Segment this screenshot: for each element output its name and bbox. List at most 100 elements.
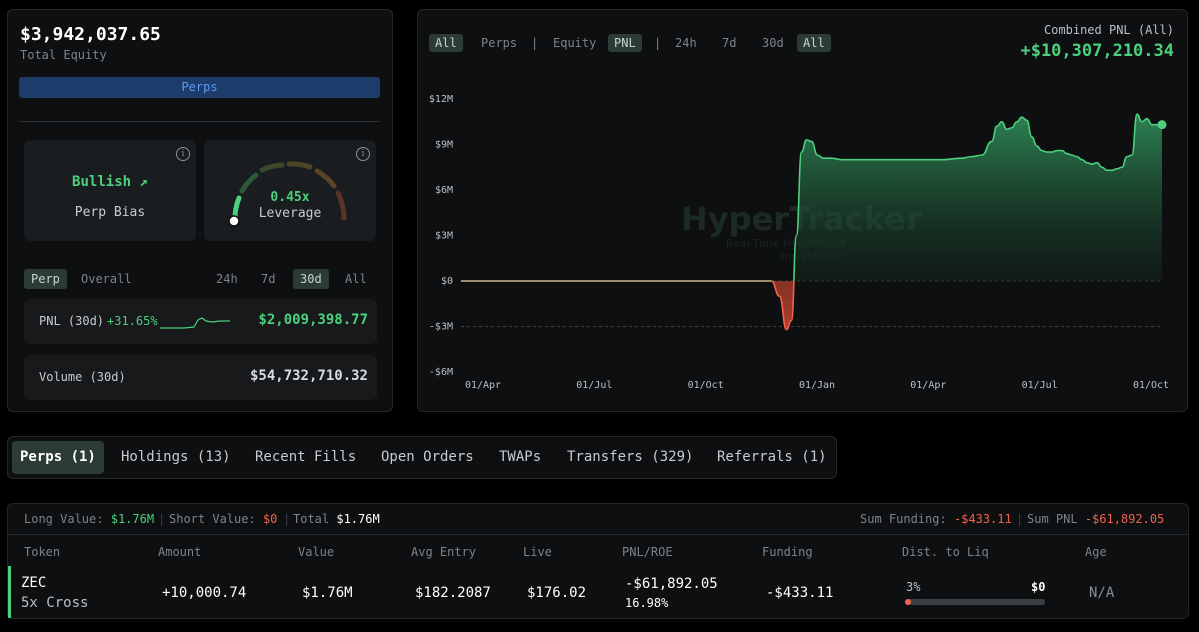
perp-bias-value: Bullish ↗	[24, 174, 196, 190]
view-all-toggle[interactable]: All	[429, 34, 463, 52]
separator: |	[531, 36, 539, 50]
combined-pnl-value: +$10,307,210.34	[1020, 41, 1174, 61]
volume-30d-row: Volume (30d) $54,732,710.32	[24, 355, 377, 400]
period-tab-7d[interactable]: 7d	[261, 272, 276, 286]
col-amount[interactable]: Amount	[158, 545, 202, 559]
range-all-toggle[interactable]: All	[797, 34, 831, 52]
chart-grid	[461, 280, 1162, 327]
range-7d-toggle[interactable]: 7d	[722, 36, 737, 50]
col-value[interactable]: Value	[298, 545, 335, 559]
y-tick-label: $0	[441, 276, 453, 287]
tab-open-orders[interactable]: Open Orders	[381, 449, 474, 465]
long-value: $1.76M	[110, 512, 155, 526]
info-icon[interactable]: i	[356, 147, 370, 161]
sum-pnl-value: -$61,892.05	[1084, 512, 1165, 526]
pnl-30d-row: PNL (30d) +31.65% $2,009,398.77	[24, 299, 377, 344]
tab-perps[interactable]: Perps (1)	[12, 441, 104, 474]
pnl-30d-value: $2,009,398.77	[258, 312, 368, 328]
col-avg-entry[interactable]: Avg Entry	[411, 545, 477, 559]
col-dist-to-liq[interactable]: Dist. to Liq	[902, 545, 989, 559]
scope-tab-overall[interactable]: Overall	[81, 272, 132, 286]
sum-pnl-summary: Sum PNL -$61,892.05	[1027, 512, 1165, 526]
liq-distance-fill	[905, 599, 911, 605]
y-tick-label: $12M	[429, 94, 453, 105]
total-equity-label: Total Equity	[20, 48, 107, 62]
metric-pnl-toggle[interactable]: PNL	[608, 34, 642, 52]
x-tick-label: 01/Jul	[576, 380, 612, 391]
trend-up-icon: ↗	[139, 174, 148, 190]
metric-equity-toggle[interactable]: Equity	[553, 36, 597, 50]
perp-bias-label: Perp Bias	[74, 205, 146, 220]
period-tab-all[interactable]: All	[345, 272, 367, 286]
pnl-30d-percent: +31.65%	[107, 314, 158, 328]
tab-recent-fills[interactable]: Recent Fills	[255, 449, 357, 465]
leverage-label: Leverage	[258, 206, 322, 221]
token-name[interactable]: ZEC	[21, 575, 47, 591]
y-tick-label: -$3M	[429, 322, 453, 333]
pnl-chart[interactable]: HyperTracker Real-Time Hyperliquid Insig…	[418, 10, 1189, 413]
period-tab-30d[interactable]: 30d	[293, 269, 329, 289]
leverage-tile: i 0.45x Leverage	[204, 140, 376, 241]
pnl-sparkline	[160, 317, 230, 329]
positions-summary: Long Value: $1.76M | Short Value: $0 | T…	[24, 512, 1165, 526]
x-tick-label: 01/Jan	[799, 380, 835, 391]
col-funding[interactable]: Funding	[762, 545, 813, 559]
perps-allocation-bar: Perps	[19, 77, 380, 98]
tab-twaps[interactable]: TWAPs	[499, 449, 542, 465]
short-value: $0	[262, 512, 278, 526]
liq-distance-value: $0	[1031, 580, 1046, 594]
chart-x-axis: 01/Apr 01/Jul 01/Oct 01/Jan 01/Apr 01/Jul 01/O…	[465, 380, 1169, 391]
x-tick-label: 01/Oct	[688, 380, 724, 391]
position-amount: +10,000.74	[162, 585, 247, 601]
y-tick-label: $9M	[435, 140, 453, 151]
view-perps-toggle[interactable]: Perps	[481, 36, 518, 50]
position-roe: 16.98%	[625, 596, 669, 610]
position-avg-entry: $182.2087	[415, 585, 491, 601]
perp-bias-tile: i Bullish ↗ Perp Bias	[24, 140, 196, 241]
range-30d-toggle[interactable]: 30d	[762, 36, 784, 50]
row-accent	[8, 566, 11, 618]
col-live[interactable]: Live	[523, 545, 552, 559]
x-tick-label: 01/Oct	[1133, 380, 1169, 391]
col-pnl-roe[interactable]: PNL/ROE	[622, 545, 673, 559]
chart-line-positive	[771, 113, 1162, 281]
col-token[interactable]: Token	[24, 545, 61, 559]
separator: |	[654, 36, 662, 50]
divider	[8, 534, 1188, 535]
x-tick-label: 01/Jul	[1022, 380, 1058, 391]
divider	[19, 121, 380, 122]
chart-y-axis: $12M $9M $6M $3M $0 -$3M -$6M	[429, 94, 453, 378]
y-tick-label: -$6M	[429, 367, 453, 378]
range-24h-toggle[interactable]: 24h	[675, 36, 697, 50]
summary-card: $3,942,037.65 Total Equity Perps i Bulli…	[7, 9, 393, 412]
chart-area-positive	[771, 114, 1162, 281]
pnl-chart-card: All Perps | Equity PNL | 24h 7d 30d All …	[417, 9, 1188, 412]
leverage-gauge-icon	[228, 161, 347, 227]
chart-end-point	[1157, 120, 1167, 130]
sum-funding-value: -$433.11	[953, 512, 1012, 526]
tab-transfers[interactable]: Transfers (329)	[567, 449, 694, 465]
position-age: N/A	[1089, 585, 1115, 601]
token-leverage: 5x Cross	[21, 595, 89, 611]
scope-tab-perp[interactable]: Perp	[24, 269, 67, 289]
short-value-summary: Short Value: $0	[169, 512, 278, 526]
tab-holdings[interactable]: Holdings (13)	[121, 449, 231, 465]
col-age[interactable]: Age	[1085, 545, 1107, 559]
x-tick-label: 01/Apr	[465, 380, 501, 391]
sum-funding-summary: Sum Funding: -$433.11	[860, 512, 1012, 526]
total-value: $1.76M	[336, 512, 380, 526]
liq-distance-pct: 3%	[906, 580, 921, 594]
period-tab-24h[interactable]: 24h	[216, 272, 238, 286]
total-equity-value: $3,942,037.65	[20, 24, 161, 45]
position-live-price: $176.02	[527, 585, 587, 601]
leverage-value: 0.45x	[270, 190, 310, 205]
long-value-summary: Long Value: $1.76M	[24, 512, 155, 526]
positions-tab-bar: Perps (1) Holdings (13) Recent Fills Ope…	[7, 436, 837, 479]
liq-distance-bar	[905, 599, 1045, 605]
perp-bias-text: Bullish	[72, 174, 132, 190]
y-tick-label: $6M	[435, 185, 453, 196]
info-icon[interactable]: i	[176, 147, 190, 161]
volume-30d-label: Volume (30d)	[39, 370, 126, 384]
combined-pnl-label: Combined PNL (All)	[1043, 23, 1174, 37]
tab-referrals[interactable]: Referrals (1)	[717, 449, 827, 465]
